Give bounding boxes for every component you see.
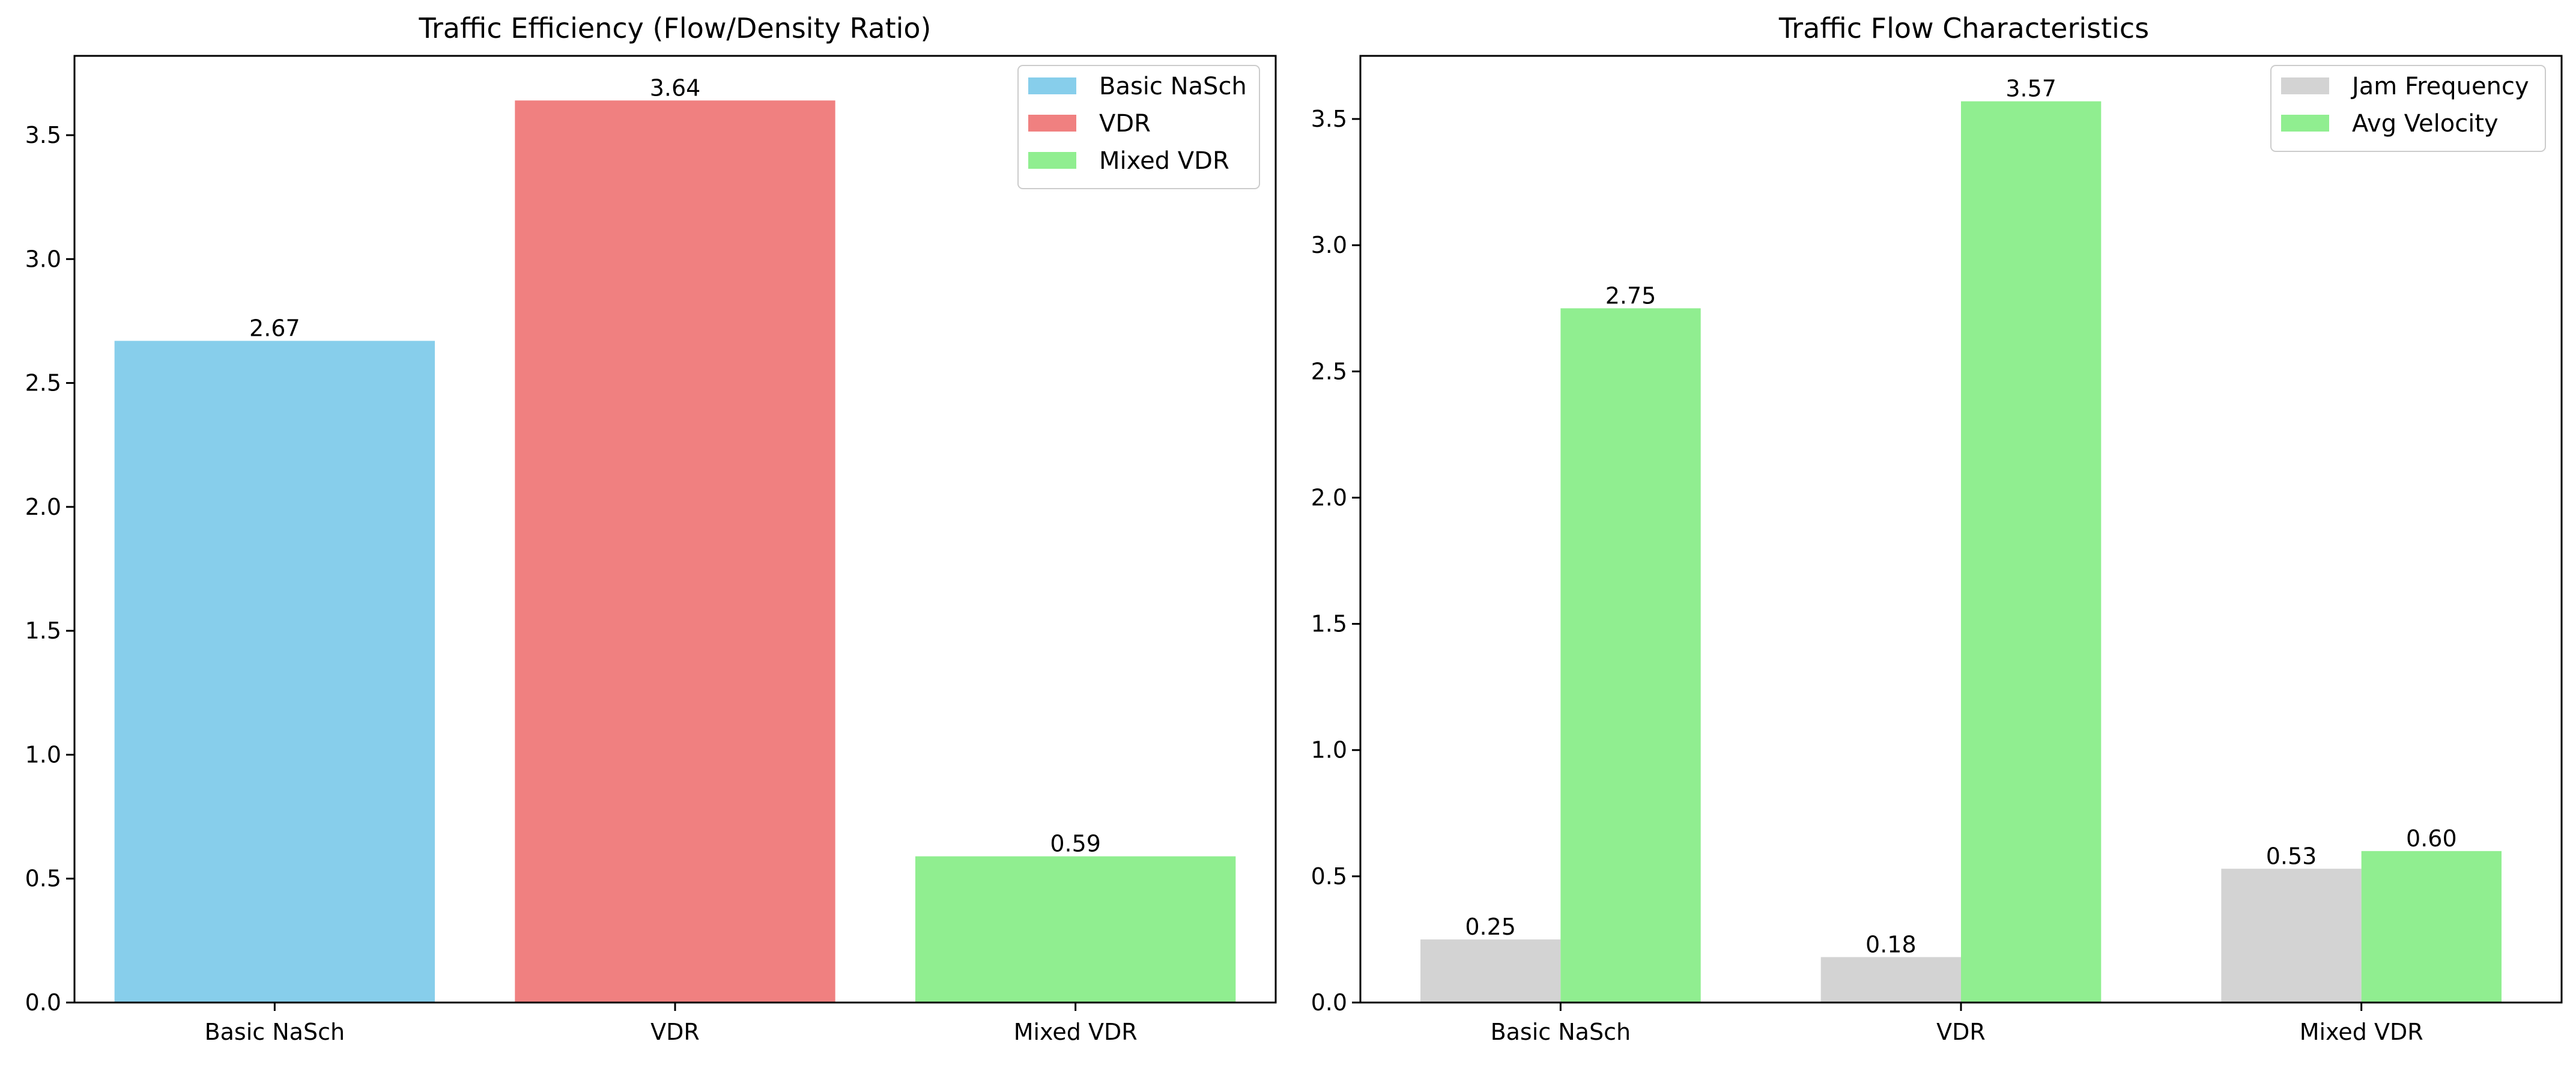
bar	[915, 856, 1236, 1003]
legend-swatch	[1028, 115, 1076, 132]
plot-frame	[1359, 55, 2563, 1004]
y-axis-ticks: 0.0 0.5 1.0 1.5 2.0 2.5 3.0 3.5	[25, 122, 74, 1016]
legend-swatch	[2281, 77, 2329, 94]
legend: Basic NaSch VDR Mixed VDR	[1017, 65, 1260, 189]
y-tick-label: 1.5	[1311, 611, 1347, 637]
legend-box	[2270, 65, 2546, 152]
data-label: 0.53	[2266, 843, 2317, 869]
legend-label: Jam Frequency	[2350, 73, 2529, 100]
x-tick-label: Basic NaSch	[205, 1019, 345, 1045]
bar	[1961, 101, 2102, 1003]
data-label: 0.18	[1865, 931, 1917, 957]
data-label: 2.75	[1605, 282, 1656, 309]
data-labels: 2.67 3.64 0.59	[249, 74, 1101, 857]
x-tick-label: Mixed VDR	[2300, 1019, 2423, 1045]
legend: Jam Frequency Avg Velocity	[2270, 65, 2546, 152]
legend-label: Mixed VDR	[1099, 147, 1229, 175]
y-tick-label: 1.5	[25, 617, 61, 644]
bar	[515, 100, 835, 1003]
y-tick-label: 0.5	[1311, 863, 1347, 890]
y-tick-label: 1.0	[1311, 737, 1347, 763]
data-label: 0.25	[1465, 914, 1516, 940]
x-tick-label: VDR	[650, 1019, 700, 1045]
bar	[2361, 851, 2502, 1003]
x-tick-label: Basic NaSch	[1491, 1019, 1631, 1045]
bar	[2221, 869, 2362, 1003]
bar	[114, 341, 435, 1003]
chart-title: Traffic Flow Characteristics	[1778, 12, 2149, 44]
y-tick-label: 3.5	[1311, 106, 1347, 132]
legend-box	[1017, 65, 1260, 189]
data-label: 0.60	[2406, 825, 2457, 852]
legend-swatch	[1028, 152, 1076, 169]
legend-label: VDR	[1099, 110, 1151, 138]
x-axis-ticks: Basic NaSch VDR Mixed VDR	[1491, 1003, 2423, 1045]
legend-label: Basic NaSch	[1099, 73, 1247, 100]
y-tick-label: 1.0	[25, 741, 61, 768]
efficiency-chart-panel: Traffic Efficiency (Flow/Density Ratio) …	[25, 12, 1277, 1045]
y-tick-label: 3.0	[1311, 232, 1347, 258]
data-label: 2.67	[249, 315, 300, 341]
legend-swatch	[2281, 115, 2329, 132]
y-tick-label: 0.5	[25, 866, 61, 892]
y-tick-label: 0.0	[25, 989, 61, 1016]
y-tick-label: 0.0	[1311, 989, 1347, 1016]
y-tick-label: 2.0	[25, 494, 61, 520]
y-tick-label: 3.5	[25, 122, 61, 148]
data-label: 3.57	[2005, 76, 2056, 102]
bar	[1820, 957, 1961, 1003]
bars	[114, 100, 1236, 1003]
data-labels: 0.25 0.18 0.53 2.75 3.57 0.60	[1465, 76, 2456, 958]
data-label: 0.59	[1050, 831, 1101, 857]
bar	[1420, 939, 1561, 1003]
y-tick-label: 2.0	[1311, 484, 1347, 511]
data-label: 3.64	[650, 74, 701, 101]
bar	[1560, 308, 1701, 1003]
y-axis-ticks: 0.0 0.5 1.0 1.5 2.0 2.5 3.0 3.5	[1311, 106, 1360, 1016]
plot-frame	[73, 55, 1277, 1004]
bars	[1420, 101, 2502, 1003]
chart-title: Traffic Efficiency (Flow/Density Ratio)	[418, 12, 931, 44]
legend-swatch	[1028, 77, 1076, 94]
legend-label: Avg Velocity	[2352, 110, 2499, 138]
y-tick-label: 3.0	[25, 246, 61, 272]
flow-characteristics-chart-panel: Traffic Flow Characteristics 0.0 0.5 1.0 1.…	[1311, 12, 2563, 1045]
x-tick-label: Mixed VDR	[1014, 1019, 1138, 1045]
y-tick-label: 2.5	[25, 370, 61, 396]
x-tick-label: VDR	[1936, 1019, 1986, 1045]
y-tick-label: 2.5	[1311, 358, 1347, 384]
x-axis-ticks: Basic NaSch VDR Mixed VDR	[205, 1003, 1138, 1045]
